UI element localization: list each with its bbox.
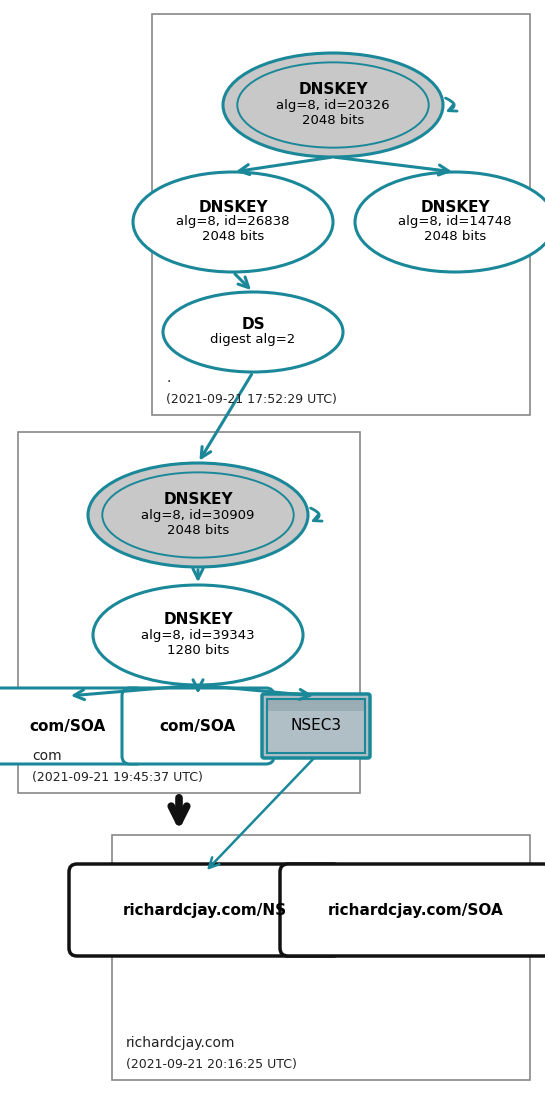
FancyBboxPatch shape bbox=[262, 694, 370, 758]
Text: com/SOA: com/SOA bbox=[30, 719, 106, 733]
Bar bbox=[266, 698, 366, 711]
Bar bbox=[152, 14, 530, 415]
Text: 1280 bits: 1280 bits bbox=[167, 643, 229, 656]
FancyBboxPatch shape bbox=[122, 688, 274, 764]
Text: DNSKEY: DNSKEY bbox=[198, 199, 268, 214]
Text: DNSKEY: DNSKEY bbox=[420, 199, 490, 214]
Text: digest alg=2: digest alg=2 bbox=[210, 333, 295, 346]
Text: .: . bbox=[166, 371, 171, 385]
Text: com/SOA: com/SOA bbox=[160, 719, 236, 733]
Text: DNSKEY: DNSKEY bbox=[298, 82, 368, 97]
Text: alg=8, id=26838: alg=8, id=26838 bbox=[176, 216, 290, 229]
FancyBboxPatch shape bbox=[280, 864, 545, 956]
Ellipse shape bbox=[93, 585, 303, 685]
Ellipse shape bbox=[88, 463, 308, 567]
Text: richardcjay.com/NS: richardcjay.com/NS bbox=[123, 903, 287, 918]
Text: DNSKEY: DNSKEY bbox=[163, 492, 233, 508]
FancyBboxPatch shape bbox=[69, 864, 341, 956]
Ellipse shape bbox=[355, 172, 545, 272]
Text: alg=8, id=30909: alg=8, id=30909 bbox=[141, 509, 255, 522]
Text: alg=8, id=39343: alg=8, id=39343 bbox=[141, 628, 255, 641]
Text: com: com bbox=[32, 749, 62, 763]
Ellipse shape bbox=[133, 172, 333, 272]
Text: (2021-09-21 20:16:25 UTC): (2021-09-21 20:16:25 UTC) bbox=[126, 1058, 297, 1071]
Text: (2021-09-21 17:52:29 UTC): (2021-09-21 17:52:29 UTC) bbox=[166, 393, 337, 406]
Text: richardcjay.com: richardcjay.com bbox=[126, 1036, 235, 1050]
Text: DNSKEY: DNSKEY bbox=[163, 613, 233, 628]
Text: alg=8, id=14748: alg=8, id=14748 bbox=[398, 216, 512, 229]
Text: 2048 bits: 2048 bits bbox=[424, 231, 486, 244]
FancyBboxPatch shape bbox=[0, 688, 144, 764]
Text: 2048 bits: 2048 bits bbox=[167, 524, 229, 536]
Text: (2021-09-21 19:45:37 UTC): (2021-09-21 19:45:37 UTC) bbox=[32, 771, 203, 784]
Ellipse shape bbox=[223, 53, 443, 158]
Text: 2048 bits: 2048 bits bbox=[202, 231, 264, 244]
Ellipse shape bbox=[163, 292, 343, 372]
Text: 2048 bits: 2048 bits bbox=[302, 114, 364, 127]
Bar bbox=[18, 432, 360, 793]
Text: DS: DS bbox=[241, 317, 265, 331]
Text: NSEC3: NSEC3 bbox=[290, 719, 342, 733]
Text: richardcjay.com/SOA: richardcjay.com/SOA bbox=[328, 903, 504, 918]
Text: alg=8, id=20326: alg=8, id=20326 bbox=[276, 98, 390, 112]
Bar bbox=[112, 835, 530, 1080]
